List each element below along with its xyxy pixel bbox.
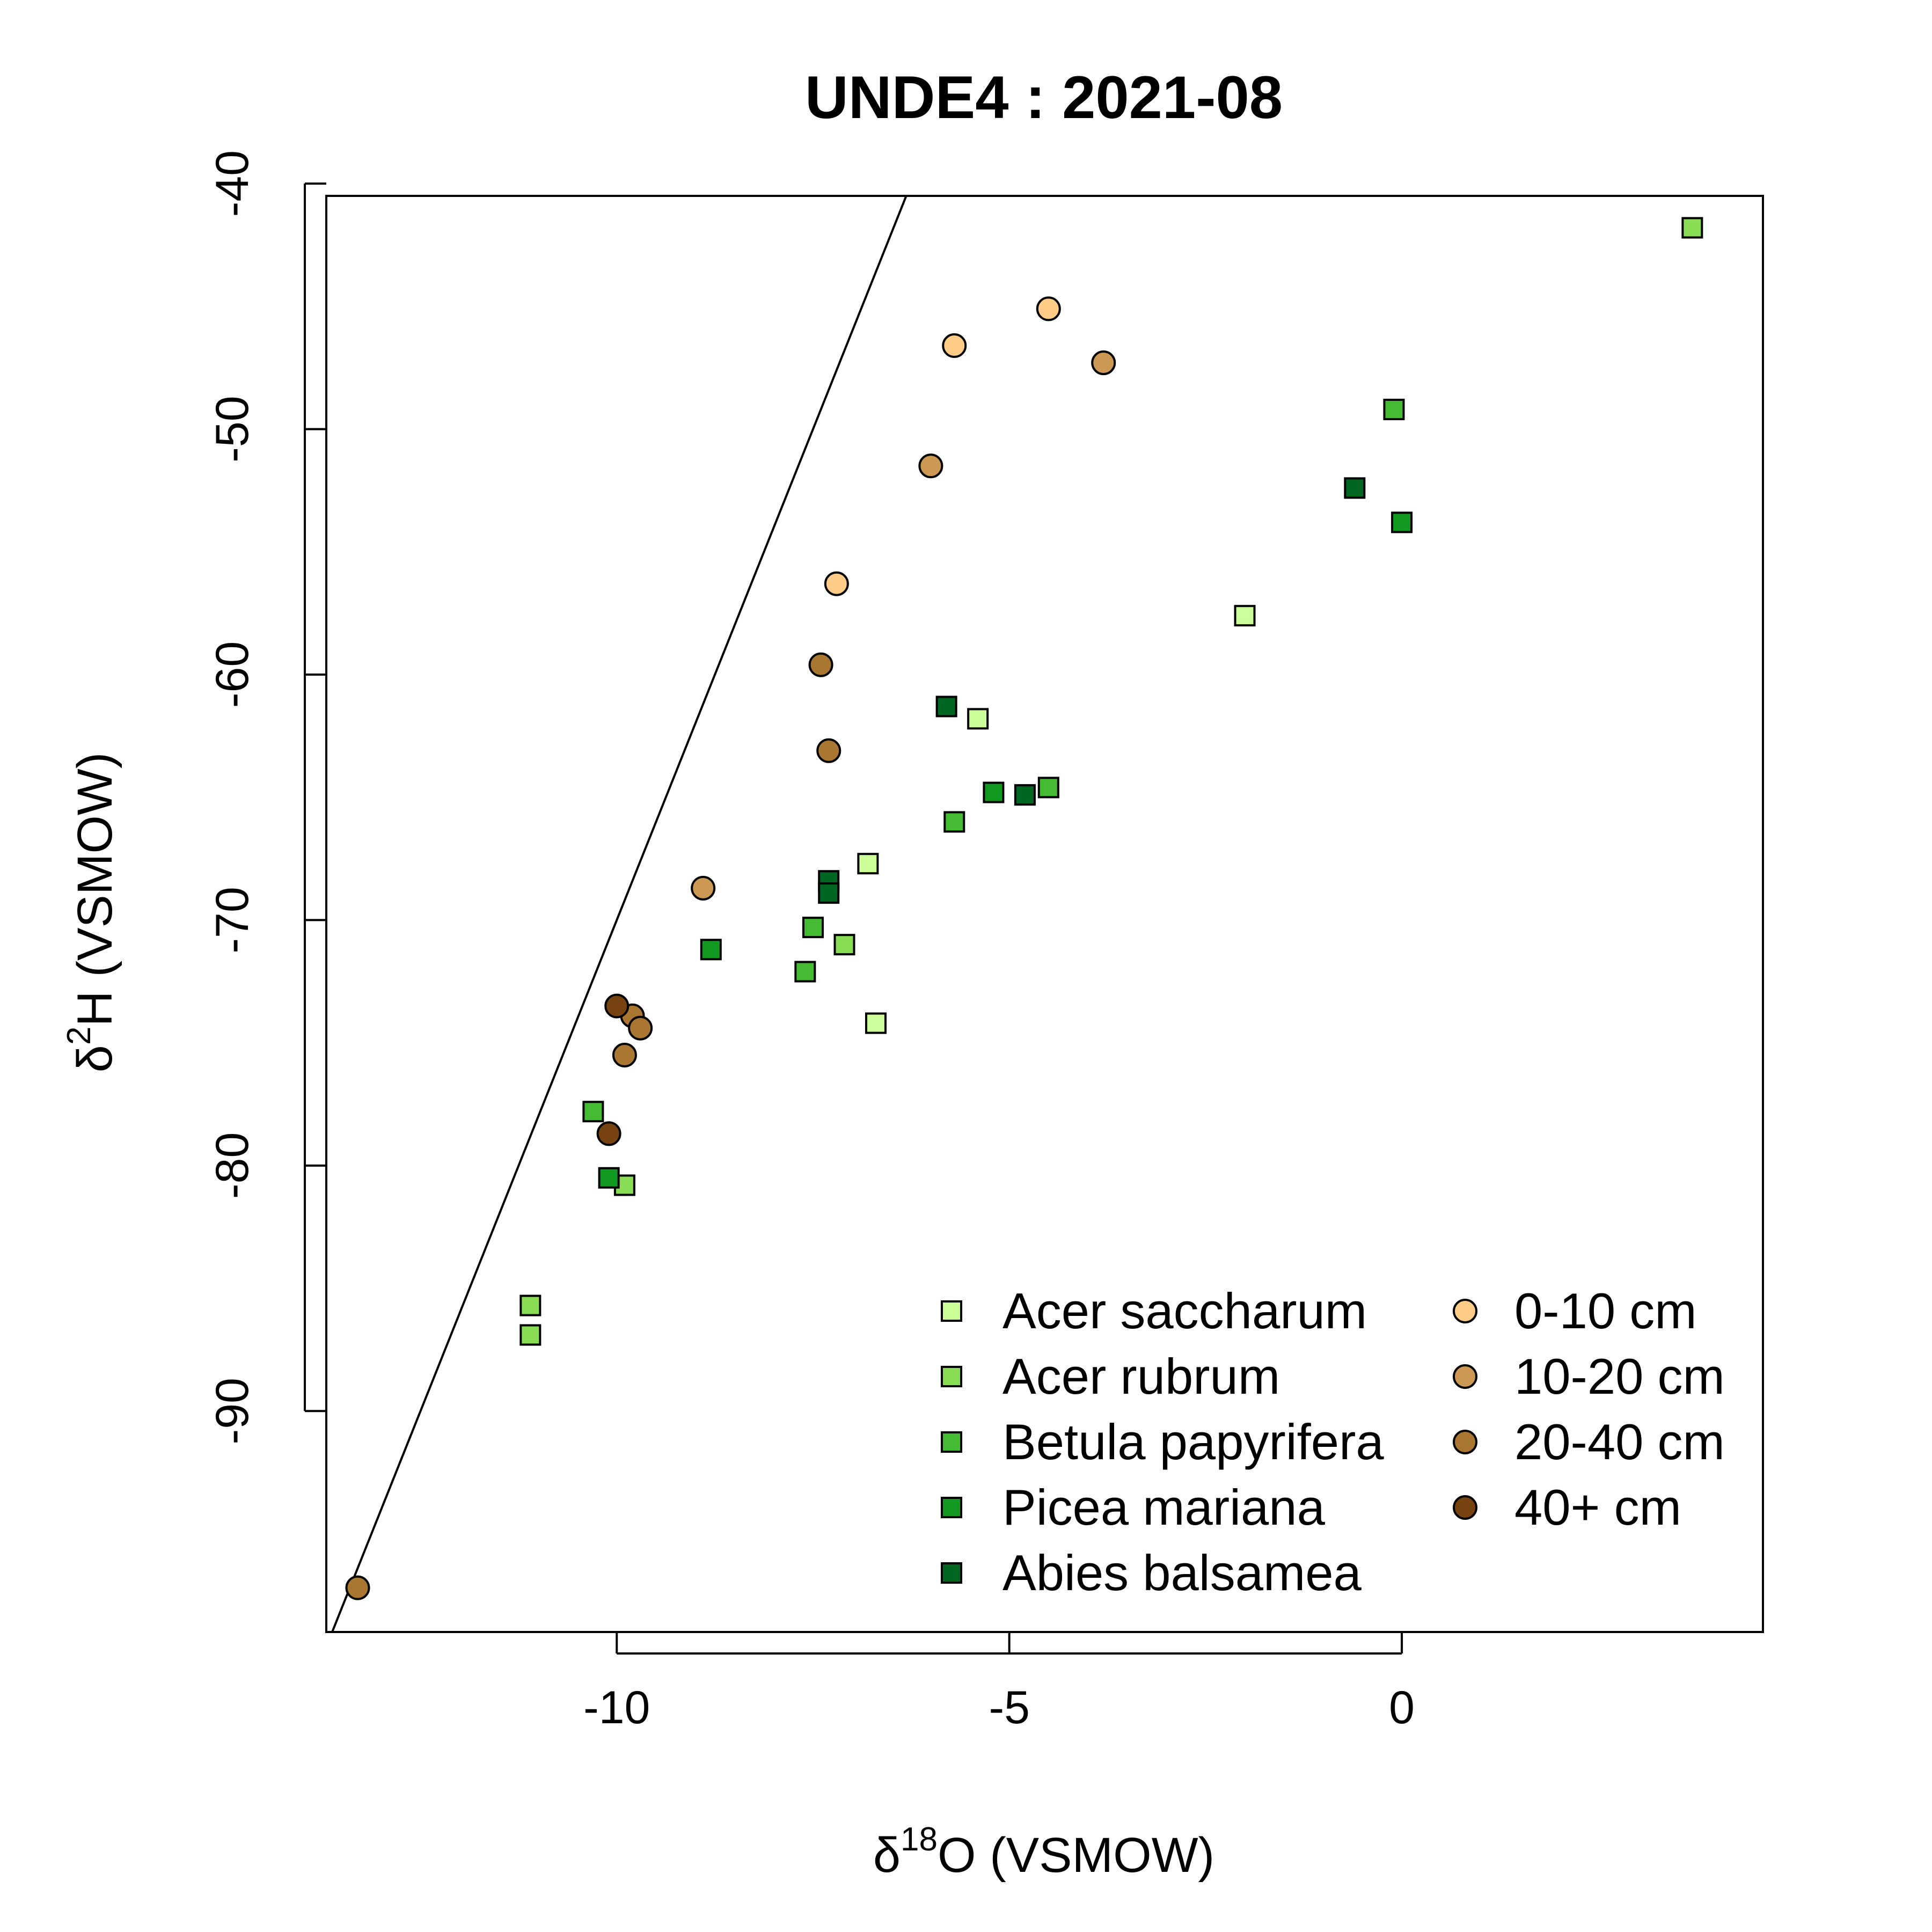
point-series-6-0: [1091, 350, 1116, 376]
legend-label: Acer saccharum: [1002, 1283, 1367, 1339]
y-tick-label: -70: [207, 887, 258, 953]
x-axis-label-text: O (VSMOW): [938, 1828, 1214, 1883]
legend-marker: [1453, 1495, 1477, 1520]
point-series-0-3: [967, 708, 989, 730]
legend-marker: [941, 1562, 962, 1584]
point-series-0-2: [1234, 605, 1256, 627]
point-series-4-4: [1014, 784, 1036, 806]
point-series-2-3: [802, 917, 824, 939]
legend-marker: [941, 1366, 962, 1387]
legend: Acer saccharum Acer rubrum Betula papyrife…: [941, 1283, 1725, 1601]
x-tick-label: -5: [989, 1682, 1029, 1733]
y-axis-label-superscript: 2: [61, 1027, 98, 1045]
point-series-1-4: [833, 934, 855, 956]
y-axis: -40 -50 -60 -70 -80 -90: [207, 150, 326, 1444]
point-series-1-0: [1681, 217, 1703, 239]
y-axis-label-symbol: δ: [68, 1045, 122, 1072]
x-tick-label: -10: [583, 1682, 650, 1733]
y-tick-label: -40: [207, 150, 258, 217]
point-series-2-5: [1037, 777, 1059, 799]
point-series-7-4: [612, 1043, 637, 1068]
point-series-7-5: [345, 1575, 370, 1600]
plot-frame: [325, 195, 1764, 1633]
point-series-3-0: [700, 939, 722, 961]
point-series-4-3: [818, 882, 840, 904]
legend-marker: [1453, 1430, 1477, 1454]
x-axis-label-superscript: 18: [901, 1821, 938, 1858]
point-series-3-1: [1391, 511, 1413, 533]
legend-marker: [941, 1431, 962, 1453]
y-tick-label: -90: [207, 1378, 258, 1444]
legend-label: Picea mariana: [1002, 1479, 1326, 1535]
point-series-6-1: [918, 453, 943, 479]
point-series-4-1: [935, 696, 957, 718]
point-series-5-2: [824, 571, 849, 596]
chart-title: UNDE4 : 2021-08: [805, 64, 1283, 131]
reference-line: [331, 195, 908, 1633]
legend-label: 20-40 cm: [1514, 1414, 1725, 1470]
y-tick-label: -60: [207, 641, 258, 708]
point-series-7-0: [808, 652, 833, 677]
legend-marker: [941, 1497, 962, 1518]
point-series-4-0: [1344, 477, 1366, 499]
point-series-2-0: [1383, 398, 1405, 420]
y-tick-label: -50: [207, 396, 258, 462]
y-axis-label-text: H (VSMOW): [68, 752, 122, 1027]
point-series-5-0: [1036, 296, 1061, 321]
point-series-7-3: [628, 1015, 653, 1041]
legend-label: Acer rubrum: [1002, 1348, 1280, 1404]
legend-marker: [941, 1300, 962, 1322]
point-series-2-2: [794, 961, 816, 983]
point-series-3-3: [983, 781, 1005, 803]
point-series-1-1: [519, 1294, 541, 1316]
y-axis-label: δ2H (VSMOW): [61, 752, 122, 1073]
point-series-8-0: [604, 993, 630, 1019]
legend-label: Betula papyrifera: [1002, 1414, 1384, 1470]
legend-label: Abies balsamea: [1002, 1545, 1362, 1601]
point-series-2-1: [582, 1101, 604, 1123]
x-axis-label: δ18O (VSMOW): [873, 1821, 1214, 1883]
legend-label: 10-20 cm: [1514, 1348, 1725, 1404]
data-points-layer: [345, 217, 1703, 1600]
point-series-3-2: [598, 1167, 620, 1189]
point-series-5-1: [942, 333, 967, 358]
point-series-0-1: [857, 853, 879, 875]
legend-label: 0-10 cm: [1514, 1283, 1697, 1339]
point-series-2-4: [943, 811, 965, 833]
legend-marker: [1453, 1299, 1477, 1323]
point-series-0-0: [865, 1012, 887, 1034]
point-series-6-2: [691, 875, 716, 901]
legend-marker: [1453, 1364, 1477, 1389]
point-series-8-1: [596, 1121, 621, 1146]
y-tick-label: -80: [207, 1132, 258, 1199]
legend-label: 40+ cm: [1514, 1479, 1681, 1535]
reference-line-layer: [331, 195, 908, 1633]
point-series-7-1: [816, 738, 841, 763]
point-series-1-2: [519, 1324, 541, 1346]
x-axis-label-symbol: δ: [873, 1828, 901, 1883]
x-tick-label: 0: [1389, 1682, 1415, 1733]
x-axis: -10 -5 0: [583, 1632, 1415, 1733]
